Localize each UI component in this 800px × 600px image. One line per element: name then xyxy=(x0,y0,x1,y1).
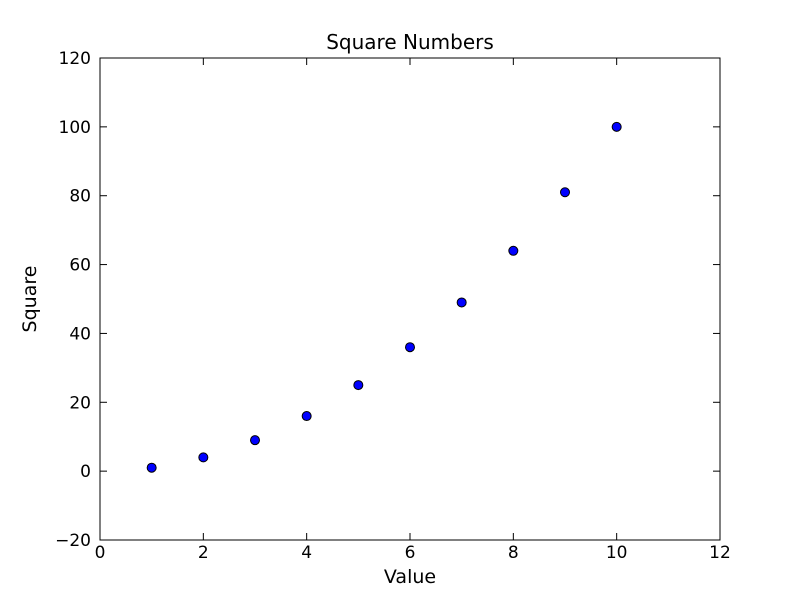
y-axis-label: Square xyxy=(19,265,41,333)
y-tick-label: 120 xyxy=(59,49,91,69)
y-tick-label: 60 xyxy=(69,256,91,276)
data-point xyxy=(198,452,209,463)
y-tick-label: 80 xyxy=(69,187,91,207)
data-point xyxy=(146,462,157,473)
data-point xyxy=(560,187,570,198)
x-tick-label: 6 xyxy=(405,543,416,563)
x-axis-label: Value xyxy=(383,566,437,588)
x-tick-label: 10 xyxy=(606,543,628,563)
data-point xyxy=(353,380,364,391)
chart-title: Square Numbers xyxy=(326,30,494,54)
y-tick-label: 100 xyxy=(59,118,91,138)
data-point xyxy=(611,121,622,132)
data-point xyxy=(301,411,312,422)
y-tick-label: 40 xyxy=(69,324,91,344)
data-point xyxy=(456,297,467,308)
data-point xyxy=(405,342,415,353)
x-tick-label: 8 xyxy=(508,543,519,563)
data-point xyxy=(508,245,519,256)
y-tick-label: 0 xyxy=(80,462,91,482)
y-tick-label: −20 xyxy=(55,531,91,551)
x-tick-label: 12 xyxy=(709,543,731,563)
x-tick-label: 0 xyxy=(95,543,106,563)
data-point xyxy=(250,435,260,446)
plot-frame xyxy=(99,57,721,541)
x-tick-label: 2 xyxy=(198,543,209,563)
y-tick-label: 20 xyxy=(69,393,91,413)
x-tick-label: 4 xyxy=(301,543,312,563)
